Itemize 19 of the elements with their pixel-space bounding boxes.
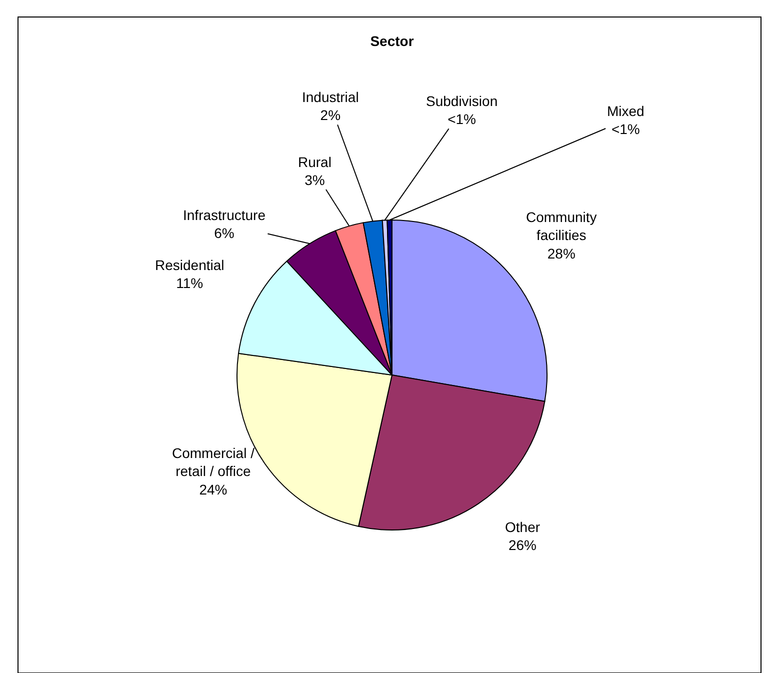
data-label: 24% <box>199 481 228 498</box>
slice-label: Community facilities <box>526 209 597 244</box>
slice-label: Mixed <box>607 103 644 119</box>
slice-label: Infrastructure <box>183 207 266 223</box>
data-label: <1% <box>448 111 476 128</box>
data-label: <1% <box>611 121 640 138</box>
slice-label: Subdivision <box>426 93 498 109</box>
data-label: 6% <box>214 225 234 242</box>
slice-label: Other <box>505 519 540 535</box>
slice-label: Industrial <box>302 89 359 105</box>
data-label: 11% <box>176 275 204 292</box>
data-label: 28% <box>547 245 576 262</box>
data-label: 26% <box>508 537 537 554</box>
slice-label: Rural <box>298 154 332 170</box>
slice-label: Commercial / retail / office <box>172 445 255 480</box>
chart-title: Sector <box>370 32 414 49</box>
data-label: 2% <box>320 107 341 124</box>
data-label: 3% <box>304 172 325 188</box>
slice-label: Residential <box>155 257 224 273</box>
